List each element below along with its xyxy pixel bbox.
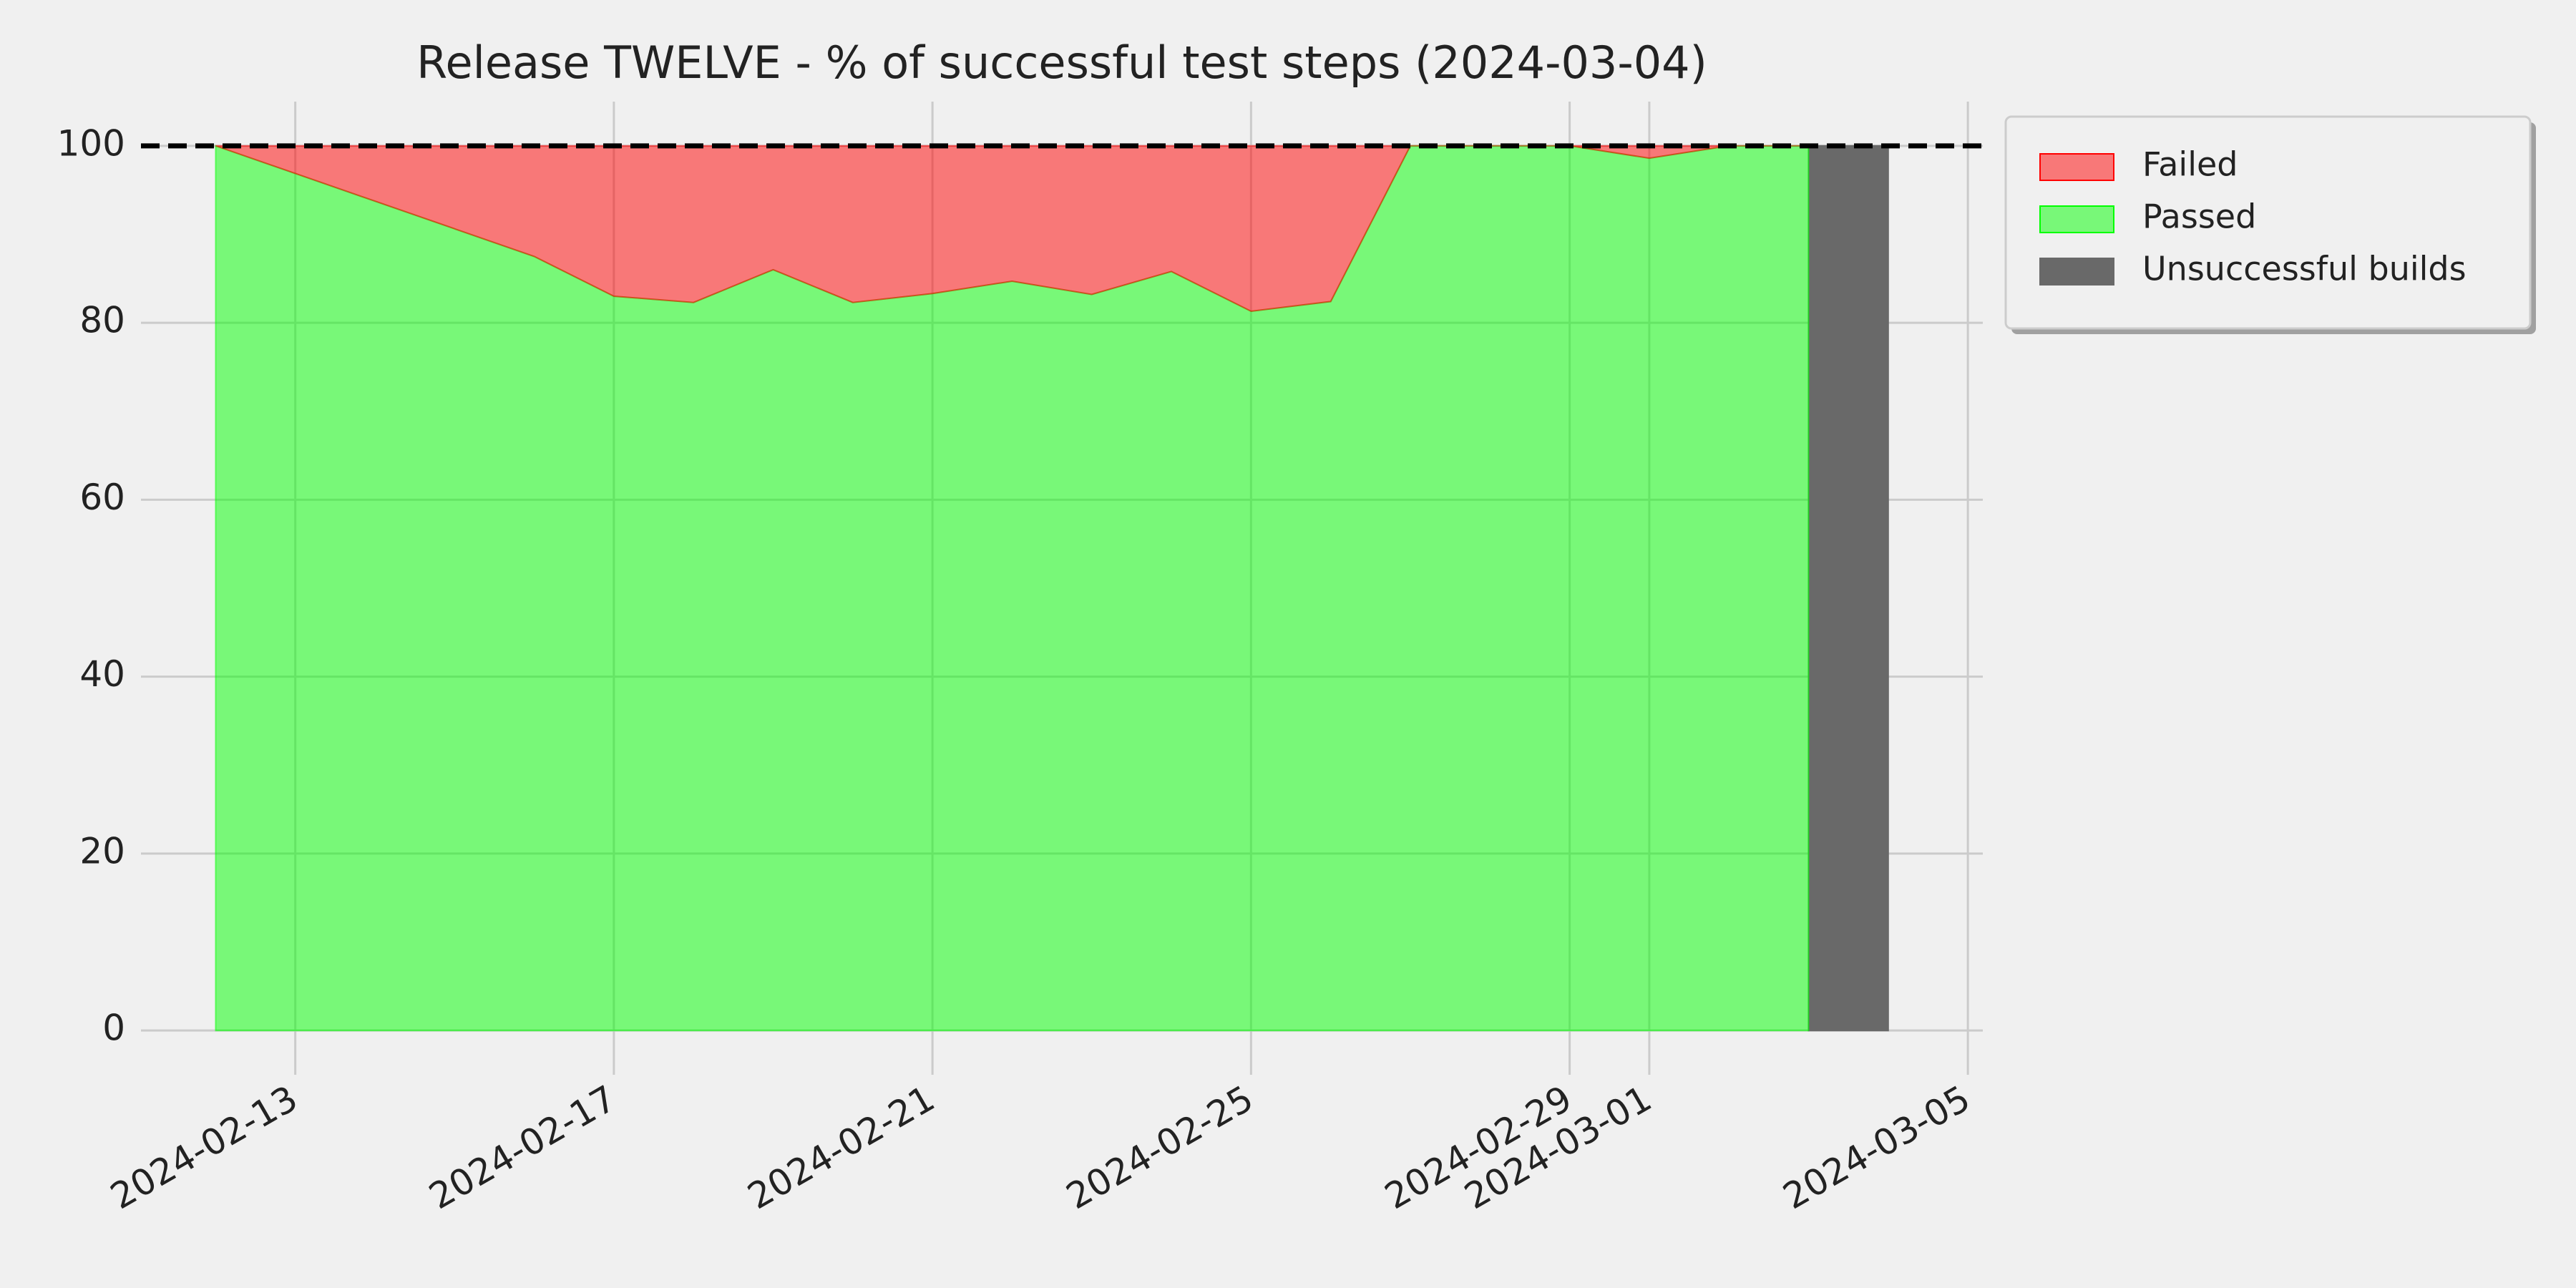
chart-title: Release TWELVE - % of successful test st… — [416, 36, 1707, 89]
y-tick-label: 80 — [79, 300, 125, 341]
y-tick-label: 60 — [79, 477, 125, 518]
y-tick-label: 20 — [79, 830, 125, 872]
legend-label: Unsuccessful builds — [2142, 250, 2467, 288]
legend-label: Passed — [2142, 197, 2256, 236]
legend-label: Failed — [2142, 145, 2238, 184]
legend-swatch — [2039, 153, 2114, 181]
legend-swatch — [2039, 205, 2114, 233]
legend-swatch — [2039, 258, 2114, 286]
legend: Failed Passed Unsuccessful builds — [2004, 115, 2536, 334]
area — [1807, 145, 1889, 1032]
legend-box — [2004, 115, 2532, 330]
y-tick-label: 40 — [79, 653, 125, 695]
y-tick-label: 100 — [57, 122, 125, 164]
y-tick-label: 0 — [102, 1008, 125, 1049]
